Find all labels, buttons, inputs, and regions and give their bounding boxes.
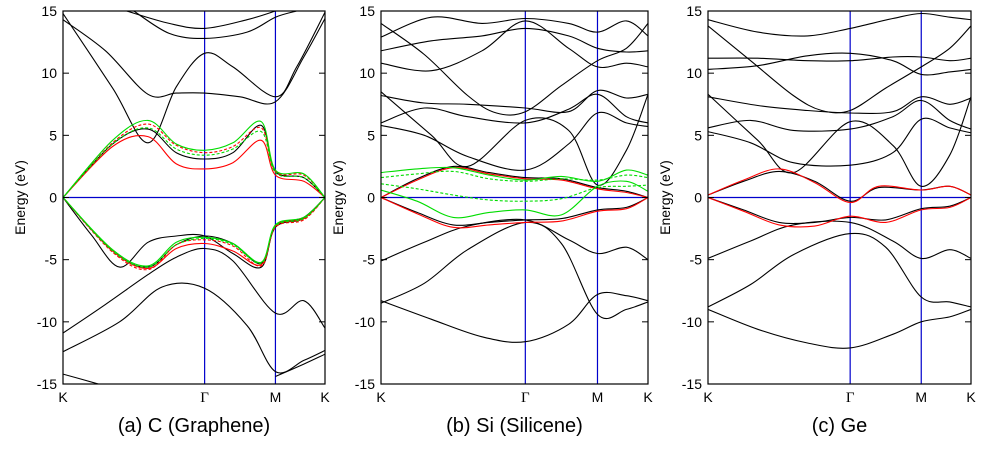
- y-tick-label: -5: [363, 252, 376, 268]
- y-tick-label: 5: [694, 127, 702, 143]
- band-line-14: [708, 168, 971, 204]
- band-line-12: [381, 16, 648, 38]
- x-tick-label: M: [270, 389, 282, 405]
- panel-1: -15 -10 -5 0 5 10 15 K Γ M K Energy (eV) (a) C (Grap…: [12, 3, 330, 437]
- plot-area: [708, 11, 971, 384]
- y-axis-label: Energy (eV): [657, 160, 673, 235]
- band-line-11: [133, 11, 297, 39]
- x-tick-label: Γ: [846, 390, 855, 406]
- y-tick-label: -15: [355, 376, 375, 392]
- band-line-15: [381, 196, 648, 229]
- y-tick-label: 5: [367, 127, 375, 143]
- y-tick-label: 0: [367, 190, 375, 206]
- y-tick-label: -15: [682, 376, 702, 392]
- band-line-8: [63, 18, 325, 105]
- band-line-9: [381, 91, 648, 186]
- y-tick-label: 15: [41, 3, 57, 19]
- y-tick-label: -10: [37, 314, 57, 330]
- band-line-15: [708, 196, 971, 228]
- band-line-2: [63, 197, 325, 268]
- band-line-5: [63, 282, 325, 374]
- band-line-10: [126, 11, 276, 30]
- band-line-13: [63, 197, 325, 269]
- y-tick-label: -5: [690, 252, 703, 268]
- band-line-6: [381, 111, 648, 171]
- band-line-7: [381, 93, 648, 124]
- band-line-5: [708, 232, 971, 308]
- band-line-16: [381, 166, 648, 182]
- y-axis-label: Energy (eV): [330, 160, 346, 235]
- band-line-6: [63, 373, 99, 384]
- y-tick-label: 5: [49, 127, 57, 143]
- band-line-19: [63, 197, 325, 268]
- band-line-10: [708, 52, 971, 76]
- panel-caption: (c) Ge: [812, 415, 868, 437]
- band-line-15: [63, 197, 325, 271]
- plot-area: [63, 11, 325, 384]
- y-tick-label: -10: [682, 314, 702, 330]
- band-line-6: [708, 117, 971, 167]
- y-tick-label: 10: [359, 65, 375, 81]
- band-line-11: [381, 27, 648, 53]
- band-line-7: [275, 353, 325, 378]
- band-line-5: [381, 221, 648, 320]
- band-line-2: [708, 196, 971, 225]
- x-tick-label: Γ: [200, 390, 209, 406]
- band-line-18: [381, 170, 648, 182]
- x-tick-label: K: [703, 389, 713, 405]
- band-line-4: [708, 308, 971, 349]
- band-line-9: [63, 11, 325, 144]
- y-tick-label: 0: [694, 190, 702, 206]
- band-line-10: [381, 20, 648, 72]
- band-line-12: [708, 25, 971, 114]
- y-tick-label: 15: [359, 3, 375, 19]
- y-tick-label: -5: [45, 252, 58, 268]
- panel-3: -15 -10 -5 0 5 10 15 K Γ M K Energy (eV) (c) Ge: [657, 3, 976, 437]
- plot-area: [381, 11, 648, 384]
- panel-caption: (a) C (Graphene): [118, 415, 270, 437]
- band-line-1: [708, 170, 971, 202]
- band-line-4: [63, 247, 325, 334]
- y-tick-label: 10: [686, 65, 702, 81]
- band-line-1: [63, 124, 325, 198]
- band-line-4: [381, 291, 648, 343]
- band-line-14: [63, 123, 325, 198]
- panel-2: -15 -10 -5 0 5 10 15 K Γ M K Energy (eV) (b) Si (Sil…: [330, 3, 653, 437]
- band-line-9: [708, 93, 971, 187]
- band-line-3: [63, 197, 325, 269]
- x-tick-label: K: [643, 389, 653, 405]
- band-line-14: [381, 167, 648, 199]
- band-line-8: [381, 89, 648, 114]
- x-tick-label: Γ: [521, 390, 530, 406]
- x-tick-label: M: [915, 389, 927, 405]
- x-tick-label: K: [376, 389, 386, 405]
- band-line-17: [63, 127, 325, 198]
- y-tick-label: -10: [355, 314, 375, 330]
- x-tick-label: K: [58, 389, 68, 405]
- band-line-8: [708, 96, 971, 114]
- x-tick-label: K: [966, 389, 976, 405]
- panel-caption: (b) Si (Silicene): [446, 415, 583, 437]
- band-line-17: [381, 180, 648, 219]
- y-tick-label: 10: [41, 65, 57, 81]
- x-tick-label: K: [320, 389, 330, 405]
- band-line-1: [381, 165, 648, 199]
- y-tick-label: -15: [37, 376, 57, 392]
- y-axis-label: Energy (eV): [12, 160, 28, 235]
- band-line-3: [381, 218, 648, 262]
- band-line-16: [63, 119, 325, 198]
- x-tick-label: M: [592, 389, 604, 405]
- band-line-18: [63, 197, 325, 267]
- band-line-7: [708, 99, 971, 132]
- band-line-13: [708, 12, 971, 37]
- y-tick-label: 0: [49, 190, 57, 206]
- band-line-11: [708, 56, 971, 62]
- band-line-2: [381, 196, 648, 226]
- band-line-12: [63, 134, 325, 198]
- band-line-13: [381, 22, 648, 116]
- band-line-19: [381, 183, 648, 202]
- y-tick-label: 15: [686, 3, 702, 19]
- band-line-3: [708, 220, 971, 260]
